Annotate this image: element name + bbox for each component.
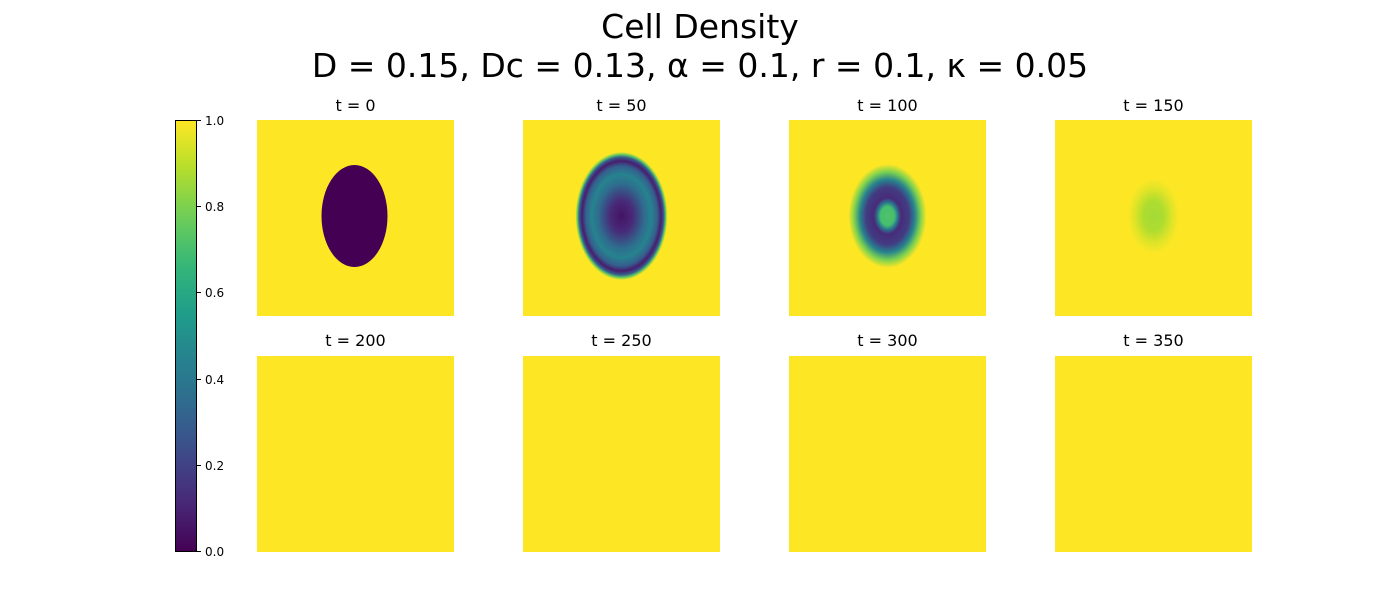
heatmap-panel (257, 356, 454, 552)
colorbar-tick-label: 0.4 (205, 372, 225, 387)
heatmap-panel (523, 120, 720, 316)
heatmap-panel (789, 120, 986, 316)
heatmap-background (1055, 356, 1252, 552)
heatmap-background (257, 356, 454, 552)
heatmap-panel (257, 120, 454, 316)
colorbar-tick-label: 0.8 (205, 200, 225, 215)
heatmap-background (523, 356, 720, 552)
low-density-region (321, 165, 388, 267)
panel-title: t = 150 (1123, 96, 1184, 115)
heatmap-panel (523, 356, 720, 552)
colorbar-tick-mark (197, 378, 201, 380)
colorbar-tick-mark (197, 551, 201, 552)
colorbar-tick-label: 0.6 (205, 286, 225, 301)
heatmap-background (789, 356, 986, 552)
panel-title: t = 300 (857, 331, 918, 350)
heatmap-panel (789, 356, 986, 552)
colorbar (175, 120, 197, 552)
panel-title: t = 350 (1123, 331, 1184, 350)
heatmap-panel (1055, 356, 1252, 552)
figure-subtitle: D = 0.15, Dc = 0.13, α = 0.1, r = 0.1, κ… (311, 46, 1089, 85)
panel-title: t = 50 (596, 96, 647, 115)
density-ring (575, 152, 668, 280)
figure-title: Cell Density (601, 7, 799, 46)
heatmap-panel (1055, 120, 1252, 316)
colorbar-tick-label: 0.0 (205, 545, 225, 559)
panel-title: t = 200 (325, 331, 386, 350)
colorbar-tick-label: 1.0 (205, 114, 225, 128)
panel-title: t = 250 (591, 331, 652, 350)
colorbar-tick-mark (197, 120, 201, 121)
panel-title: t = 100 (857, 96, 918, 115)
colorbar-tick-mark (197, 292, 201, 294)
density-blob (1127, 178, 1180, 254)
density-ring (848, 164, 927, 268)
colorbar-tick-mark (197, 206, 201, 208)
panel-title: t = 0 (335, 96, 376, 115)
colorbar-tick-mark (197, 464, 201, 466)
colorbar-tick-label: 0.2 (205, 458, 225, 473)
